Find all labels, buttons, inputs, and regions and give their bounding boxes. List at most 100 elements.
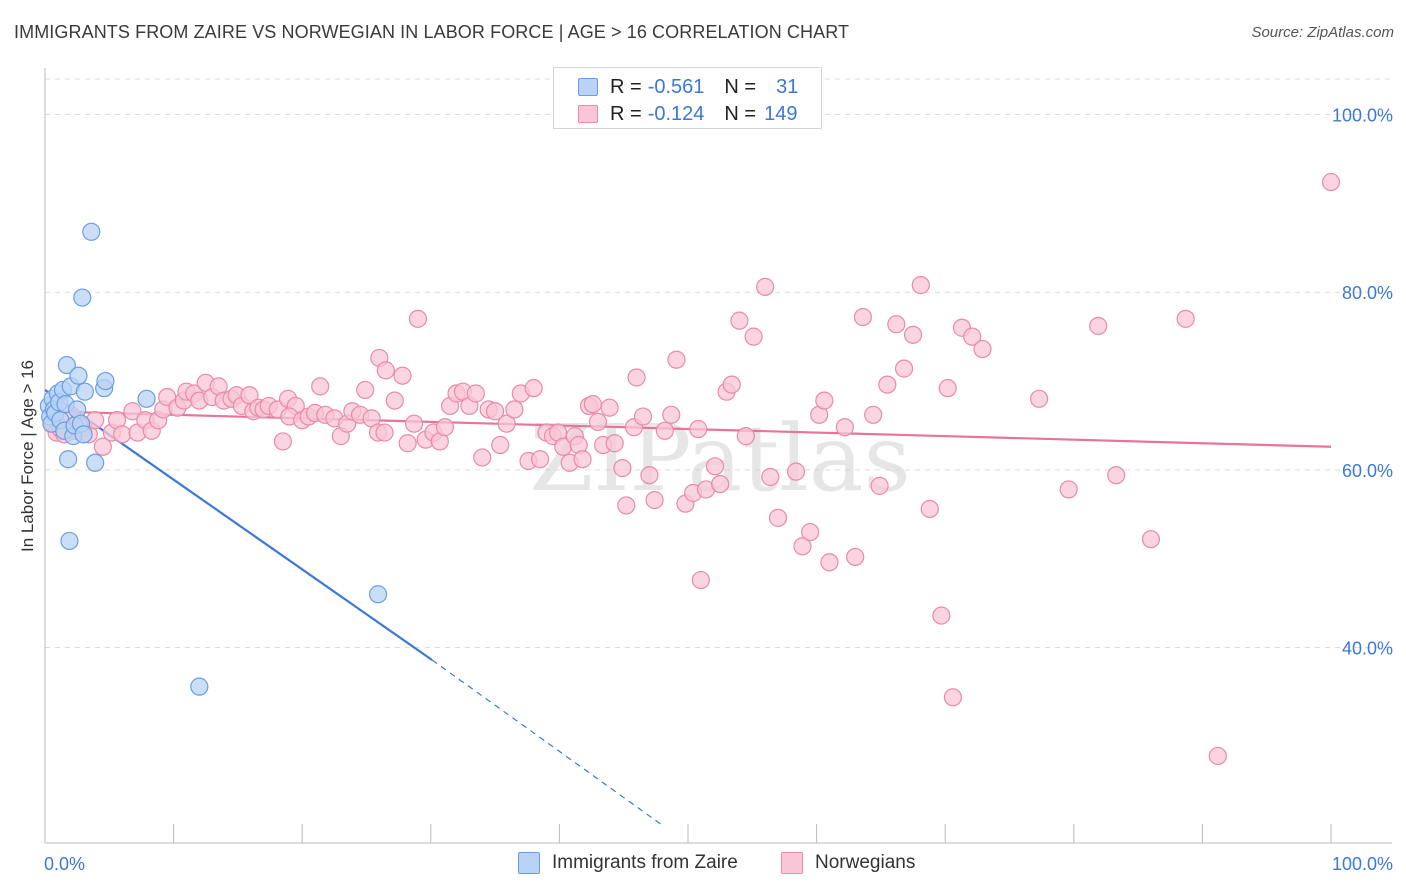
zaire-point bbox=[96, 371, 115, 391]
norwegian-point bbox=[113, 425, 132, 444]
legend-n-label: N = bbox=[724, 102, 757, 125]
norwegian-point bbox=[398, 434, 417, 453]
y-tick-label: 60.0% bbox=[1342, 461, 1393, 481]
norwegian-point bbox=[1059, 480, 1078, 499]
norwegian-point bbox=[691, 570, 710, 590]
zaire-point bbox=[57, 355, 76, 375]
legend-label-norwegians: Norwegians bbox=[815, 852, 916, 873]
norwegian-point bbox=[588, 412, 608, 432]
zaire-point bbox=[69, 366, 88, 385]
bottom-legend-zaire[interactable]: Immigrants from Zaire bbox=[518, 852, 738, 874]
legend-swatch-zaire bbox=[578, 78, 598, 96]
norwegian-point bbox=[938, 379, 957, 398]
norwegian-point bbox=[497, 414, 516, 433]
zaire-point bbox=[190, 677, 209, 696]
norwegian-point bbox=[887, 315, 906, 334]
norwegian-point bbox=[617, 496, 636, 515]
norwegian-point bbox=[505, 400, 524, 419]
x-tick-label: 0.0% bbox=[44, 854, 85, 874]
norwegian-point bbox=[911, 276, 930, 295]
axes bbox=[44, 68, 1392, 844]
norwegian-point bbox=[736, 427, 755, 446]
norwegian-point bbox=[573, 450, 592, 469]
norwegian-point bbox=[93, 437, 112, 456]
tick-labels: 40.0% 60.0% 80.0% 100.0% 0.0% 100.0% bbox=[44, 106, 1393, 874]
norwegian-point bbox=[1141, 530, 1161, 549]
norwegian-point bbox=[655, 421, 674, 440]
zaire-point bbox=[368, 585, 388, 604]
y-axis-label: In Labor Force | Age > 16 bbox=[18, 359, 37, 553]
norwegian-point bbox=[730, 311, 749, 330]
norwegian-point bbox=[385, 391, 404, 410]
norwegian-point bbox=[633, 407, 653, 426]
bottom-legend-norwegians[interactable]: Norwegians bbox=[781, 852, 915, 874]
norwegian-point bbox=[815, 391, 834, 410]
norwegian-point bbox=[1321, 172, 1341, 192]
norwegian-point bbox=[973, 339, 992, 359]
zaire-point bbox=[59, 450, 78, 469]
legend-n-value: 149 bbox=[764, 102, 798, 125]
norwegian-point bbox=[963, 327, 982, 346]
legend-r-label: R = bbox=[610, 102, 642, 125]
legend-row-norwegians: R = -0.124 N = 149 bbox=[554, 101, 797, 127]
norwegian-point bbox=[761, 467, 780, 487]
norwegian-point bbox=[605, 434, 624, 453]
legend-label-zaire: Immigrants from Zaire bbox=[552, 852, 738, 873]
zaire-point bbox=[137, 389, 156, 408]
norwegian-point bbox=[404, 414, 424, 433]
norwegian-point bbox=[435, 418, 455, 437]
legend-swatch-zaire bbox=[518, 852, 540, 874]
norwegian-point bbox=[393, 366, 412, 385]
norwegian-point bbox=[744, 327, 763, 346]
norwegian-point bbox=[1089, 316, 1108, 336]
zaire-point bbox=[60, 531, 79, 551]
norwegian-point bbox=[705, 457, 725, 476]
zaire-point bbox=[73, 288, 92, 307]
norwegian-point bbox=[667, 350, 686, 369]
norwegian-point bbox=[486, 402, 505, 421]
zaire-point bbox=[82, 222, 101, 241]
norwegian-point bbox=[722, 375, 741, 394]
norwegian-point bbox=[870, 476, 889, 495]
norwegian-point bbox=[846, 547, 865, 567]
legend-r-label: R = bbox=[610, 75, 642, 98]
y-tick-label: 80.0% bbox=[1342, 283, 1393, 303]
norwegian-point bbox=[1208, 746, 1227, 766]
legend-swatch-norwegians bbox=[578, 105, 598, 123]
norwegian-point bbox=[864, 405, 883, 424]
norwegian-point bbox=[473, 448, 492, 467]
norwegian-point bbox=[531, 450, 550, 469]
norwegian-point bbox=[645, 490, 664, 510]
grid-lines bbox=[45, 78, 1392, 649]
norwegian-point bbox=[903, 325, 923, 344]
legend-r-value: -0.124 bbox=[647, 102, 705, 125]
norwegian-point bbox=[640, 466, 659, 485]
norwegian-point bbox=[793, 537, 812, 556]
norwegian-point bbox=[943, 688, 963, 707]
norwegian-point bbox=[711, 474, 730, 494]
legend-n-label: N = bbox=[724, 75, 757, 98]
norwegian-point bbox=[878, 375, 897, 394]
norwegian-point bbox=[356, 380, 375, 400]
norwegian-point bbox=[768, 508, 788, 527]
norwegian-point bbox=[662, 405, 681, 424]
zaire-point bbox=[75, 382, 94, 401]
norwegian-point bbox=[627, 368, 646, 387]
norwegian-point bbox=[835, 418, 854, 437]
legend-n-value: 31 bbox=[776, 75, 799, 98]
source-label: Source: ZipAtlas.com bbox=[1251, 24, 1394, 41]
norwegian-point bbox=[311, 377, 330, 396]
norwegian-point bbox=[1029, 389, 1049, 408]
legend-swatch-norwegians bbox=[781, 852, 803, 874]
norwegian-point bbox=[1176, 309, 1195, 328]
zaire-point bbox=[86, 453, 105, 472]
norwegian-point bbox=[920, 499, 939, 519]
norwegian-point bbox=[853, 307, 872, 327]
norwegian-point bbox=[408, 309, 428, 328]
data-points bbox=[39, 172, 1341, 766]
x-tick-label: 100.0% bbox=[1332, 854, 1393, 874]
norwegian-point bbox=[123, 402, 142, 421]
norwegian-point bbox=[583, 395, 602, 414]
norwegian-point bbox=[491, 435, 510, 455]
norwegian-point bbox=[786, 462, 806, 481]
